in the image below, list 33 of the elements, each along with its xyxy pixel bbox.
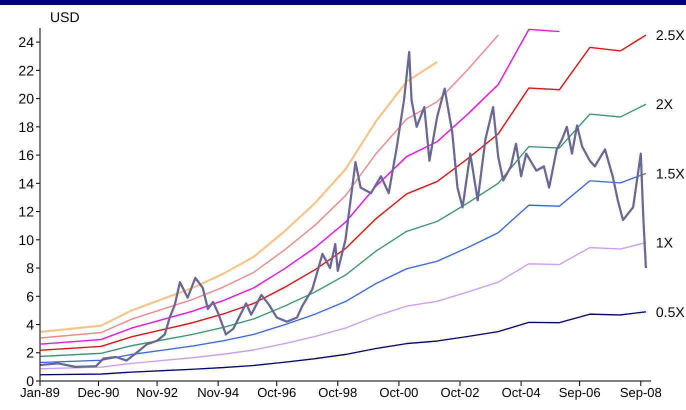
- x-tick-label: Sep-08: [620, 385, 662, 400]
- x-tick-label: Oct-00: [379, 385, 418, 400]
- x-tick-label: Dec-90: [78, 385, 120, 400]
- y-tick-label: 20: [18, 90, 34, 107]
- x-tick-label: Sep-06: [558, 385, 601, 400]
- line-series: [40, 104, 647, 358]
- x-tick-label: Nov-92: [136, 385, 178, 400]
- y-tick-label: 2: [26, 344, 34, 361]
- y-tick-label: 8: [26, 260, 34, 276]
- line-series: [40, 311, 647, 376]
- x-tick-label: Oct-98: [318, 385, 358, 400]
- line-series: [40, 242, 647, 370]
- line-series: [40, 60, 438, 333]
- y-tick-label: 14: [18, 175, 34, 192]
- y-tick-label: 6: [26, 288, 34, 304]
- y-tick-label: 4: [26, 316, 34, 332]
- y-tick-label: 24: [18, 34, 34, 50]
- x-tick-label: Oct-04: [502, 385, 541, 400]
- series-label: 0.5X: [656, 304, 686, 320]
- y-tick-label: 18: [18, 118, 34, 135]
- line-series: [40, 172, 647, 364]
- y-tick-label: 22: [18, 62, 34, 78]
- y-axis-title: USD: [50, 9, 80, 25]
- x-tick-label: Oct-96: [257, 385, 296, 400]
- series-label: 2X: [656, 96, 674, 112]
- series-label: 1X: [656, 234, 674, 251]
- series-label: 1.5X: [656, 165, 686, 182]
- y-tick-label: 12: [18, 204, 34, 220]
- y-tick-label: 10: [18, 232, 34, 248]
- series-label: 2.5X: [656, 27, 686, 44]
- y-tick-label: 16: [18, 147, 34, 164]
- x-tick-label: Oct-02: [440, 385, 480, 400]
- x-tick-label: Nov-94: [197, 385, 240, 400]
